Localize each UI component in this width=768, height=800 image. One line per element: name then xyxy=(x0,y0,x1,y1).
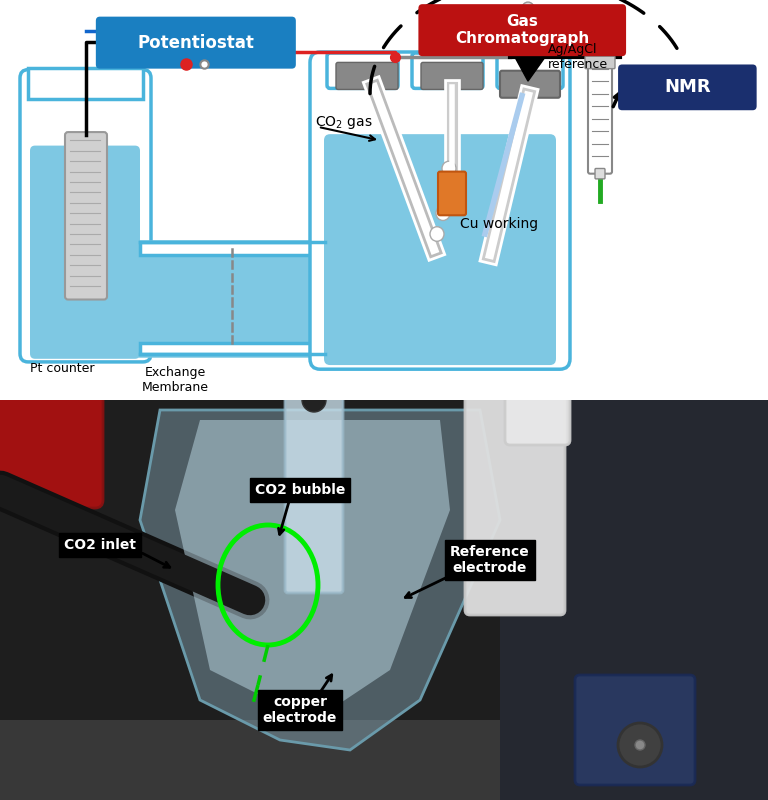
Text: copper
electrode: copper electrode xyxy=(263,695,337,725)
Polygon shape xyxy=(140,410,500,750)
Text: NMR: NMR xyxy=(664,78,710,96)
Circle shape xyxy=(436,206,450,221)
Text: Reference
electrode: Reference electrode xyxy=(450,545,530,575)
Text: Pt counter: Pt counter xyxy=(30,362,94,374)
FancyBboxPatch shape xyxy=(438,172,466,215)
Circle shape xyxy=(302,388,326,412)
Bar xyxy=(28,67,143,98)
Bar xyxy=(0,720,768,800)
FancyBboxPatch shape xyxy=(588,55,612,174)
Circle shape xyxy=(430,226,444,242)
FancyBboxPatch shape xyxy=(327,53,398,88)
FancyBboxPatch shape xyxy=(96,17,296,69)
FancyBboxPatch shape xyxy=(500,70,560,98)
Text: CO$_2$ gas: CO$_2$ gas xyxy=(315,114,372,131)
Polygon shape xyxy=(175,420,450,710)
FancyBboxPatch shape xyxy=(310,52,570,370)
Bar xyxy=(500,400,768,800)
FancyBboxPatch shape xyxy=(285,387,343,593)
Text: Cu working: Cu working xyxy=(460,217,538,230)
Text: CO2 bubble: CO2 bubble xyxy=(255,483,345,497)
FancyBboxPatch shape xyxy=(595,169,605,179)
FancyBboxPatch shape xyxy=(20,70,151,362)
Bar xyxy=(140,242,325,254)
Text: Exchange
Membrane: Exchange Membrane xyxy=(141,366,208,394)
FancyBboxPatch shape xyxy=(575,675,695,785)
Circle shape xyxy=(442,162,456,176)
FancyBboxPatch shape xyxy=(412,53,483,88)
FancyBboxPatch shape xyxy=(465,385,565,615)
Circle shape xyxy=(440,185,454,200)
FancyBboxPatch shape xyxy=(324,134,556,365)
FancyBboxPatch shape xyxy=(421,62,483,90)
FancyBboxPatch shape xyxy=(336,62,398,90)
FancyBboxPatch shape xyxy=(505,390,570,445)
Text: Potentiostat: Potentiostat xyxy=(137,34,254,52)
Circle shape xyxy=(618,723,662,767)
FancyBboxPatch shape xyxy=(585,56,615,69)
Bar xyxy=(140,343,325,354)
FancyBboxPatch shape xyxy=(618,65,756,110)
Text: Ag/AgCl
reference: Ag/AgCl reference xyxy=(548,43,608,71)
Circle shape xyxy=(522,2,534,14)
FancyBboxPatch shape xyxy=(497,53,563,88)
FancyBboxPatch shape xyxy=(65,132,107,299)
FancyBboxPatch shape xyxy=(0,387,103,508)
Text: CO2 inlet: CO2 inlet xyxy=(64,538,136,552)
FancyBboxPatch shape xyxy=(136,240,329,358)
FancyBboxPatch shape xyxy=(419,4,626,56)
FancyBboxPatch shape xyxy=(30,146,140,358)
Text: Gas
Chromatograph: Gas Chromatograph xyxy=(455,14,589,46)
Polygon shape xyxy=(515,26,545,81)
Circle shape xyxy=(635,740,645,750)
